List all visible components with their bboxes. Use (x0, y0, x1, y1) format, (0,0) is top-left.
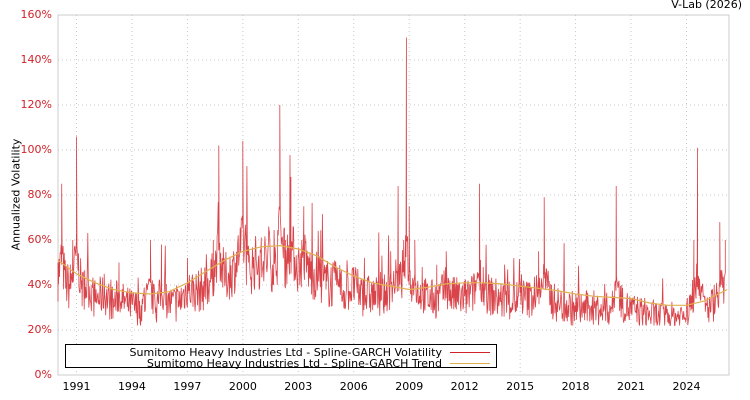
y-tick-label: 20% (27, 323, 52, 336)
legend-swatch-volatility (450, 352, 490, 353)
y-tick-label: 80% (27, 188, 52, 201)
y-tick-label: 40% (27, 278, 52, 291)
series-lines (57, 37, 728, 326)
grid-lines (58, 15, 729, 375)
x-tick-label: 2000 (228, 380, 257, 393)
legend-item-volatility: Sumitomo Heavy Industries Ltd - Spline-G… (130, 346, 490, 359)
y-tick-label: 120% (20, 98, 52, 111)
y-tick-label: 60% (27, 233, 52, 246)
x-tick-label: 2006 (339, 380, 368, 393)
y-tick-label: 140% (20, 53, 52, 66)
x-tick-label: 1994 (117, 380, 146, 393)
volatility-line (57, 37, 726, 326)
x-tick-label: 2003 (284, 380, 313, 393)
x-tick-label: 1991 (62, 380, 91, 393)
chart-legend: Sumitomo Heavy Industries Ltd - Spline-G… (65, 344, 497, 370)
x-tick-label: 2015 (506, 380, 535, 393)
legend-label: Sumitomo Heavy Industries Ltd - Spline-G… (129, 346, 442, 359)
y-tick-label: 100% (20, 143, 52, 156)
y-tick-label: 160% (20, 8, 52, 21)
x-tick-label: 2021 (617, 380, 646, 393)
legend-item-trend: Sumitomo Heavy Industries Ltd - Spline-G… (147, 357, 490, 370)
legend-swatch-trend (450, 363, 490, 364)
x-tick-label: 2018 (561, 380, 590, 393)
x-tick-label: 2012 (450, 380, 479, 393)
x-tick-label: 2009 (395, 380, 424, 393)
legend-label: Sumitomo Heavy Industries Ltd - Spline-G… (146, 357, 442, 370)
y-tick-label: 0% (34, 368, 52, 381)
trend-line (57, 244, 728, 306)
source-credit: V-Lab (2026) (671, 0, 742, 11)
x-tick-label: 1997 (173, 380, 202, 393)
x-tick-label: 2024 (672, 380, 701, 393)
plot-area (57, 14, 730, 376)
